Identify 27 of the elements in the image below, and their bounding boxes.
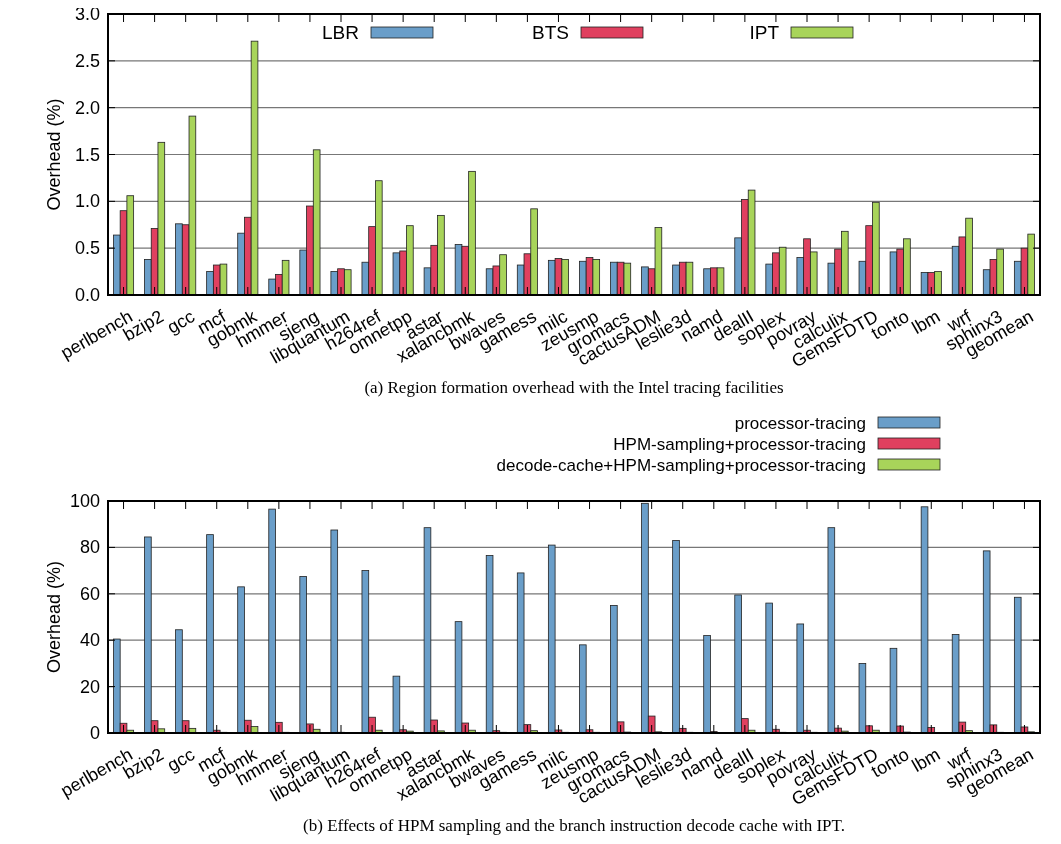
y-axis-title: Overhead (%) <box>44 560 64 674</box>
legend-label: HPM-sampling+processor-tracing <box>613 435 866 454</box>
legend-label: BTS <box>532 22 569 43</box>
legend-label: LBR <box>322 22 359 43</box>
y-tick-label: 100 <box>69 491 100 511</box>
y-tick-label: 40 <box>79 630 100 651</box>
y-tick-label: 3.0 <box>74 4 100 24</box>
y-tick-label: 80 <box>79 537 100 558</box>
x-tick-label: gcc <box>163 744 198 776</box>
x-tick-label: lbm <box>908 744 944 776</box>
y-tick-label: 1.5 <box>74 144 100 165</box>
legend-label: processor-tracing <box>734 414 866 433</box>
y-tick-label: 20 <box>79 676 100 697</box>
y-axis-title: Overhead (%) <box>44 98 64 211</box>
y-tick-label: 2.5 <box>74 50 100 71</box>
y-tick-label: 0 <box>89 723 100 743</box>
y-tick-label: 0.5 <box>74 238 100 259</box>
y-tick-label: 1.0 <box>74 191 100 212</box>
text: (b) Effects of HPM sampling and the branch instruction decode cache with IPT. <box>303 816 845 835</box>
x-tick-label: lbm <box>908 306 944 338</box>
y-tick-label: 0.0 <box>74 285 100 305</box>
text: (a) Region formation overhead with the Intel tracing facilities <box>364 378 784 397</box>
x-tick-label: gcc <box>163 306 198 338</box>
y-tick-label: 60 <box>79 583 100 604</box>
legend-label: IPT <box>749 22 780 43</box>
legend-label: decode-cache+HPM-sampling+processor-tracing <box>496 456 866 475</box>
y-tick-label: 2.0 <box>74 97 100 118</box>
